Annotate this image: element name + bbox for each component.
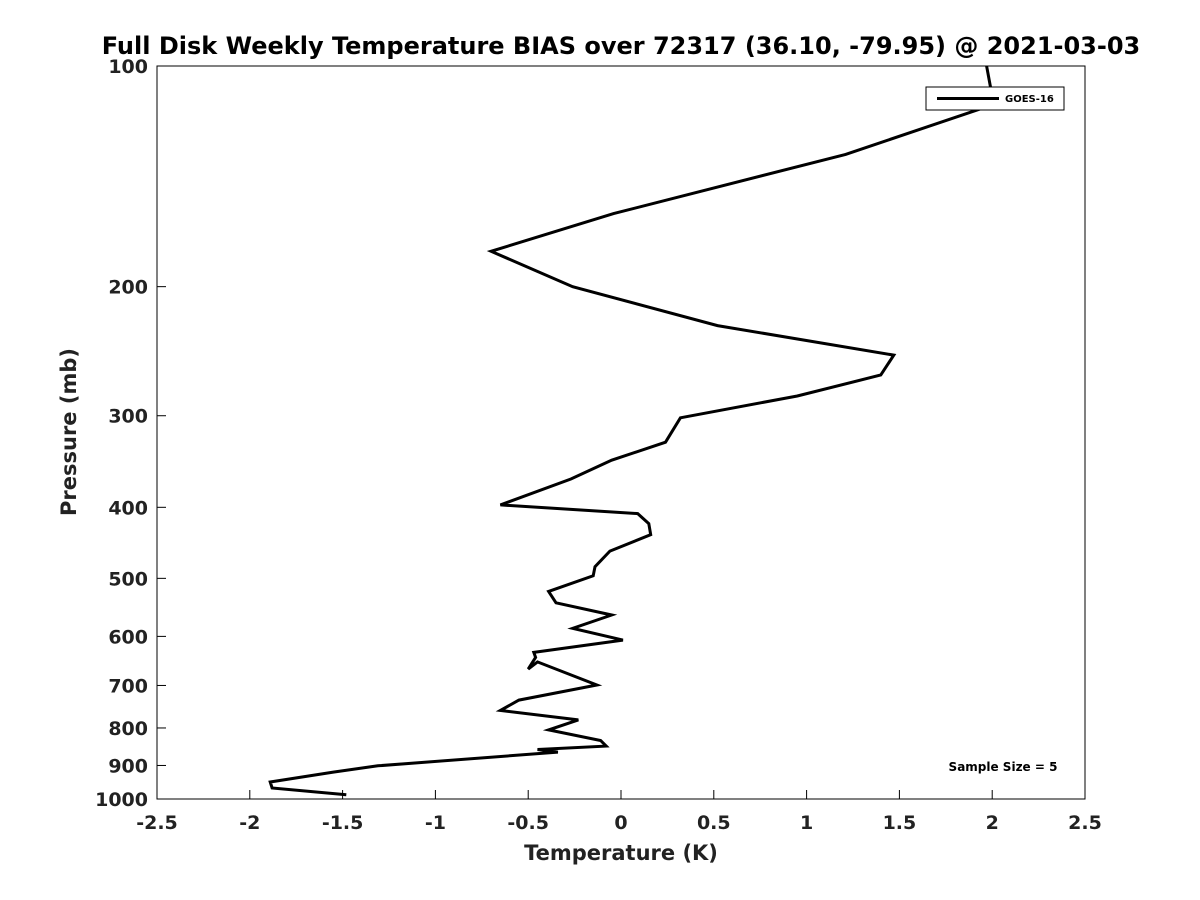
x-tick-label: 0.5 — [697, 812, 731, 834]
x-tick-label: 2 — [986, 812, 999, 834]
y-tick-label: 800 — [108, 718, 148, 740]
x-tick-label: -1.5 — [322, 812, 364, 834]
y-tick-label: 200 — [108, 277, 148, 299]
y-tick-label: 300 — [108, 406, 148, 428]
x-axis-label: Temperature (K) — [524, 841, 718, 865]
y-tick-label: 400 — [108, 497, 148, 519]
x-tick-label: 0 — [614, 812, 627, 834]
y-tick-label: 1000 — [95, 789, 148, 811]
tick-labels: -2.5 -2 -1.5 -1 -0.5 0 0.5 1 1.5 2 2.5 100 200 300 400… — [95, 56, 1102, 834]
y-tick-label: 600 — [108, 626, 148, 648]
sample-size-annotation: Sample Size = 5 — [949, 760, 1058, 774]
plot-area — [156, 65, 1086, 800]
y-tick-label: 700 — [108, 675, 148, 697]
legend-label-goes-16: GOES-16 — [1005, 94, 1054, 105]
x-tick-label: 1 — [800, 812, 813, 834]
legend: GOES-16 — [925, 86, 1065, 111]
x-tick-label: 2.5 — [1068, 812, 1102, 834]
chart-title: Full Disk Weekly Temperature BIAS over 7… — [102, 32, 1141, 60]
y-tick-label: 100 — [108, 56, 148, 78]
x-tick-label: 1.5 — [883, 812, 917, 834]
y-tick-label: 900 — [108, 755, 148, 777]
x-tick-label: -2 — [239, 812, 260, 834]
y-axis-label: Pressure (mb) — [57, 348, 81, 516]
ticks — [156, 65, 1086, 800]
x-tick-label: -2.5 — [136, 812, 178, 834]
y-tick-label: 500 — [108, 568, 148, 590]
x-tick-label: -0.5 — [507, 812, 549, 834]
series-line-goes-16 — [268, 65, 994, 797]
x-tick-label: -1 — [425, 812, 446, 834]
